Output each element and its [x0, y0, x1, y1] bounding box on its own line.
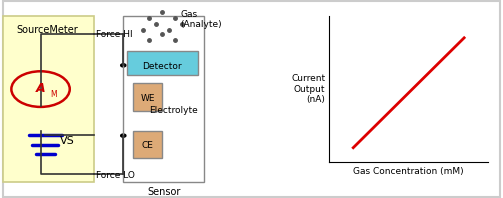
- Text: SourceMeter: SourceMeter: [16, 25, 78, 35]
- Text: Force LO: Force LO: [96, 171, 135, 180]
- Circle shape: [121, 134, 126, 137]
- Text: M: M: [50, 89, 57, 99]
- FancyBboxPatch shape: [133, 131, 162, 158]
- Text: CE: CE: [142, 141, 153, 150]
- FancyBboxPatch shape: [3, 16, 94, 182]
- Y-axis label: Current
Output
(nA): Current Output (nA): [291, 74, 325, 104]
- X-axis label: Gas Concentration (mM): Gas Concentration (mM): [354, 167, 464, 175]
- Text: A: A: [36, 82, 45, 95]
- FancyBboxPatch shape: [127, 51, 198, 75]
- Circle shape: [121, 64, 126, 67]
- Text: Force HI: Force HI: [96, 30, 132, 39]
- FancyBboxPatch shape: [133, 83, 162, 111]
- Text: (Analyte): (Analyte): [180, 20, 222, 29]
- Text: WE: WE: [140, 93, 155, 103]
- Text: Electrolyte: Electrolyte: [149, 106, 198, 115]
- Text: VS: VS: [60, 136, 75, 146]
- Text: Gas: Gas: [180, 10, 197, 19]
- Text: Sensor: Sensor: [147, 187, 181, 197]
- Text: Detector: Detector: [142, 62, 182, 71]
